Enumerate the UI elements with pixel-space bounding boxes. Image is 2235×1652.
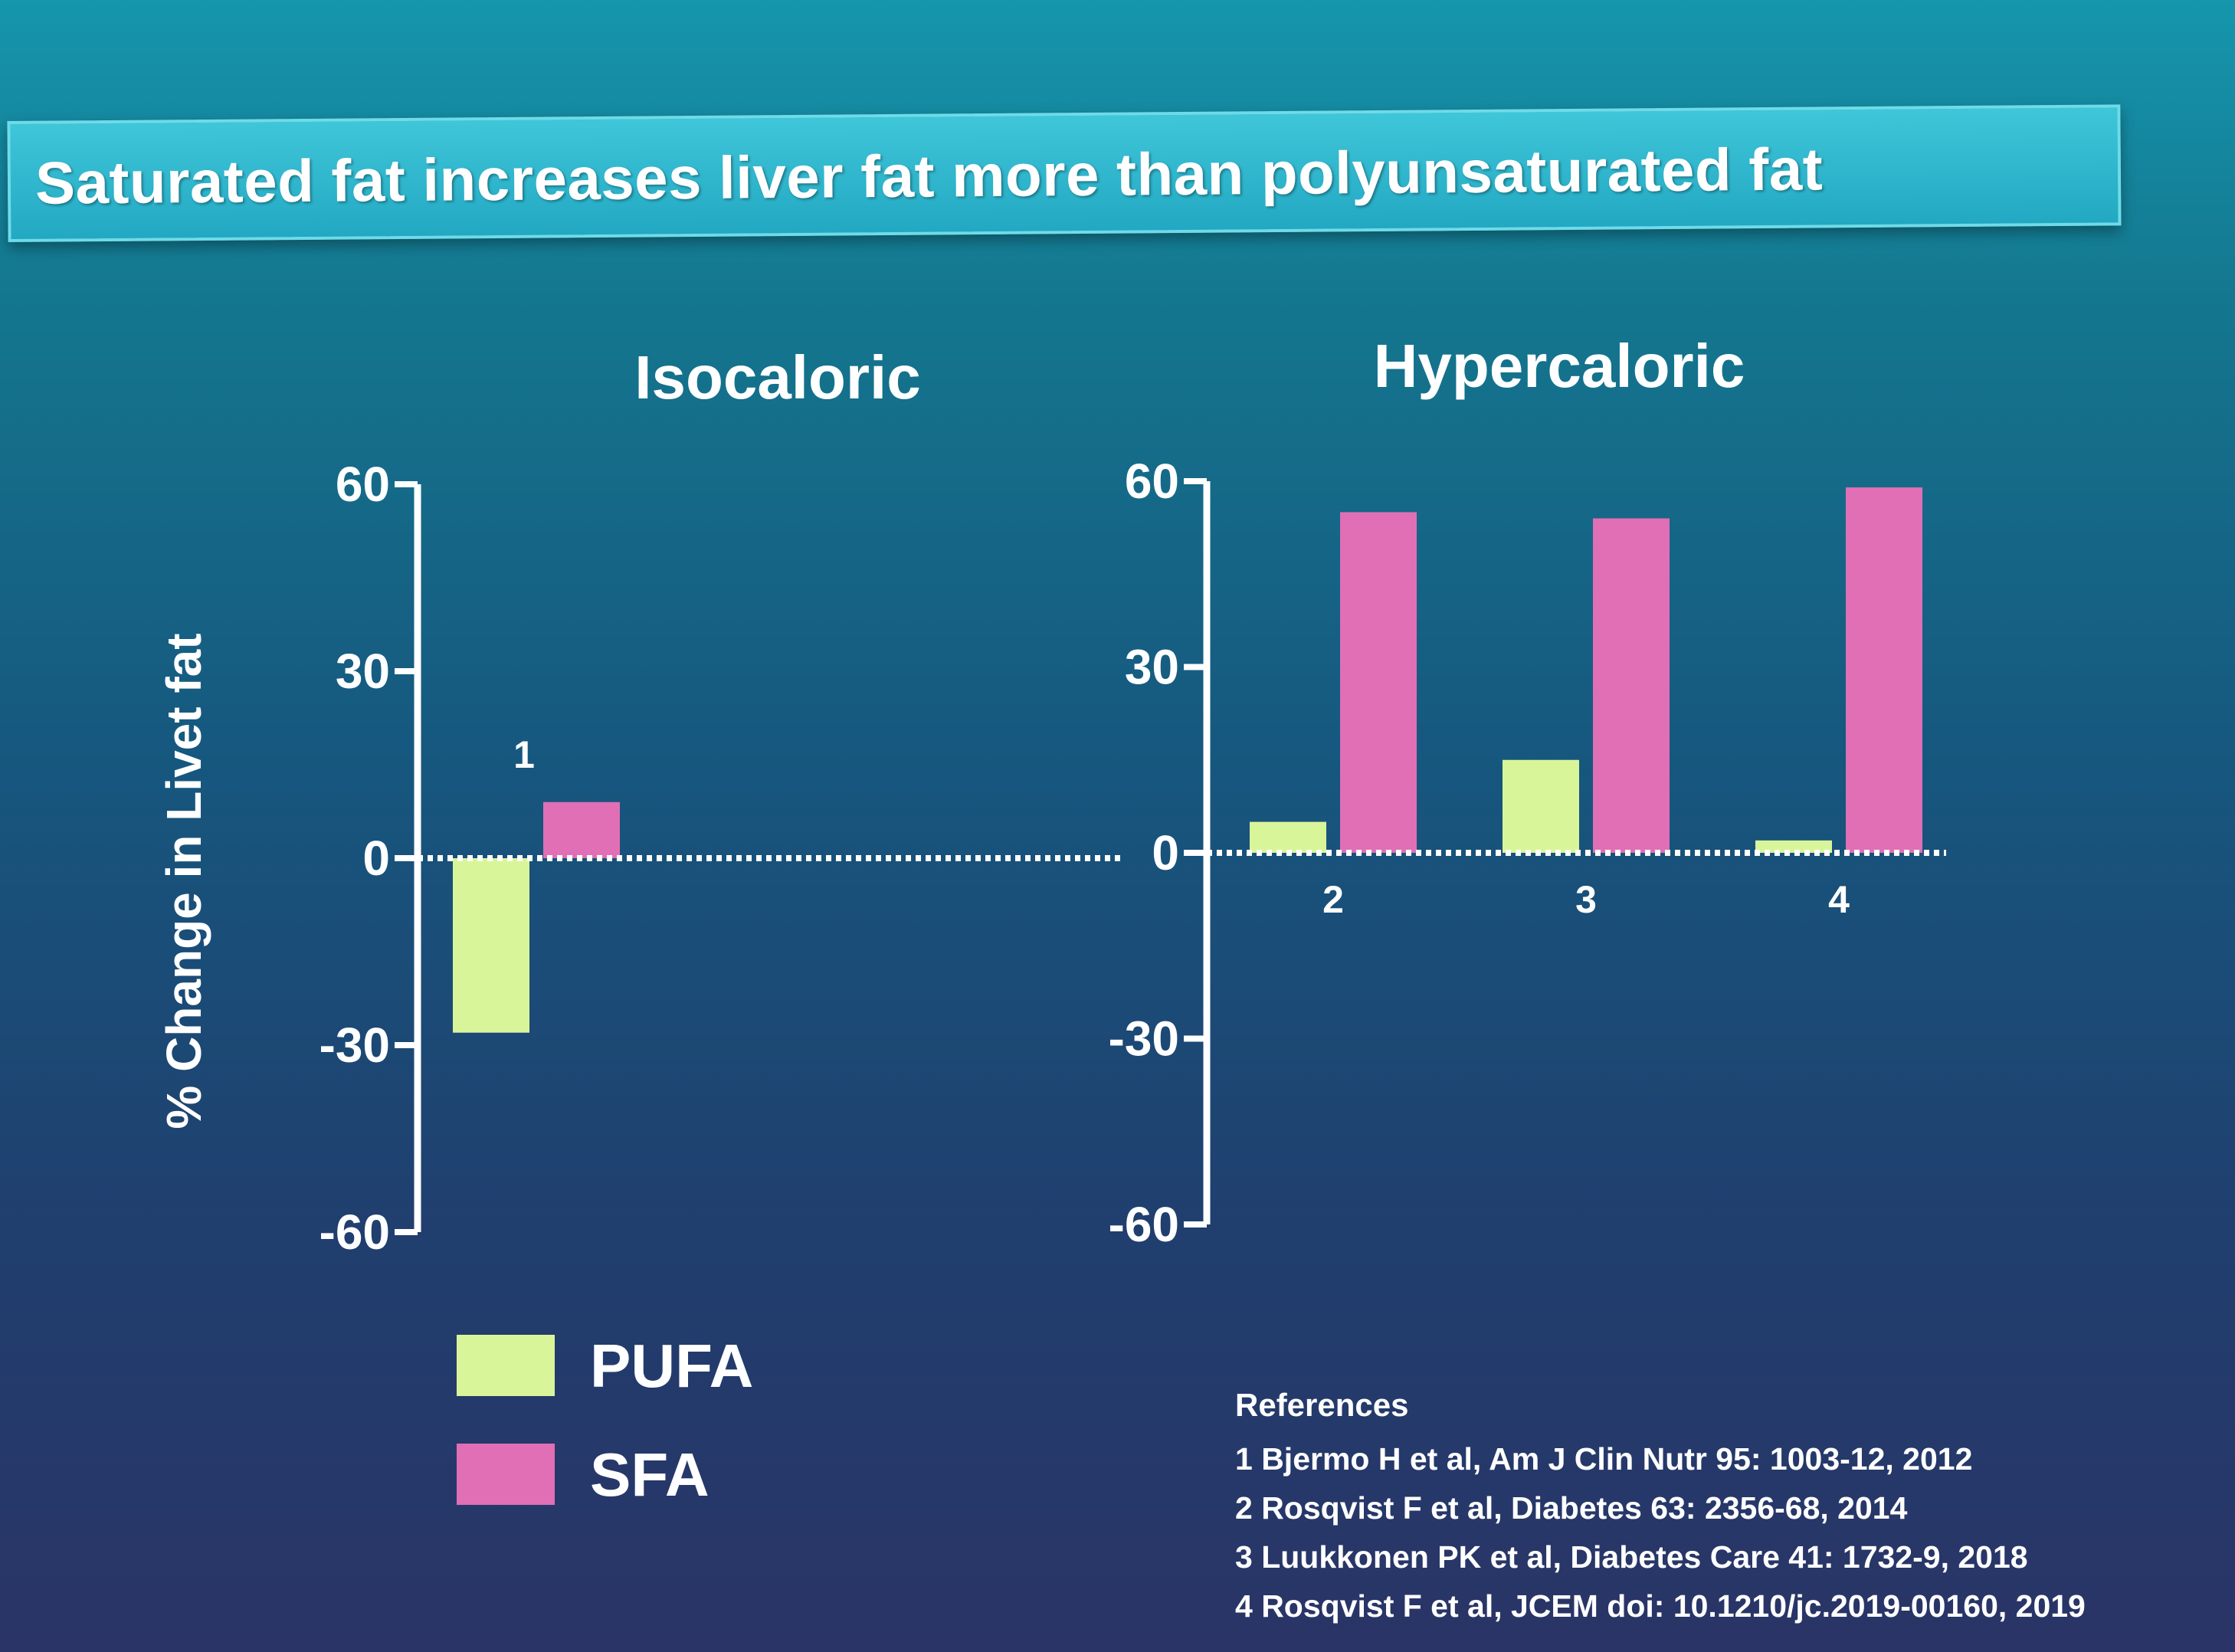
category-label-2: 2 (1322, 878, 1344, 921)
category-label-4: 4 (1828, 878, 1850, 921)
reference-item-2: 2 Rosqvist F et al, Diabetes 63: 2356-68… (1235, 1490, 1908, 1526)
legend-swatch-pufa (457, 1335, 555, 1396)
reference-item-1: 1 Bjermo H et al, Am J Clin Nutr 95: 100… (1235, 1441, 1973, 1477)
y-axis-label: % Change in Livet fat (156, 633, 211, 1129)
y-tick-label-1: -60 (320, 1205, 391, 1260)
bar-pufa-study-3 (1503, 759, 1579, 853)
y-tick-label-2: 0 (1152, 825, 1179, 880)
y-tick-label-2: -30 (1109, 1011, 1180, 1067)
bar-pufa-study-4 (1755, 840, 1832, 853)
panel-title-2: Hypercaloric (1374, 332, 1745, 400)
category-label-3: 3 (1575, 878, 1597, 921)
references-heading: References (1235, 1387, 1409, 1423)
bar-sfa-study-1 (543, 801, 620, 858)
category-label-1: 1 (513, 733, 535, 776)
legend-label-pufa: PUFA (590, 1332, 753, 1400)
reference-item-3: 3 Luukkonen PK et al, Diabetes Care 41: … (1235, 1539, 2028, 1575)
y-tick-label-1: -30 (320, 1018, 391, 1073)
bar-sfa-study-3 (1593, 518, 1670, 853)
bar-sfa-study-2 (1340, 512, 1417, 853)
y-tick-label-2: -60 (1109, 1197, 1180, 1252)
legend-swatch-sfa (457, 1444, 555, 1505)
y-tick-label-1: 60 (336, 457, 390, 512)
reference-item-4: 4 Rosqvist F et al, JCEM doi: 10.1210/jc… (1235, 1588, 2086, 1624)
panel-title-1: Isocaloric (634, 343, 921, 411)
bar-pufa-study-2 (1250, 821, 1326, 853)
legend-label-sfa: SFA (590, 1441, 709, 1509)
y-tick-label-2: 30 (1125, 640, 1179, 695)
bar-sfa-study-4 (1846, 487, 1922, 853)
references-block: References 1 Bjermo H et al, Am J Clin N… (1235, 1387, 2224, 1631)
y-tick-label-1: 30 (336, 644, 390, 699)
bar-pufa-study-1 (453, 858, 529, 1033)
y-tick-label-1: 0 (362, 831, 390, 886)
y-tick-label-2: 60 (1125, 454, 1179, 509)
